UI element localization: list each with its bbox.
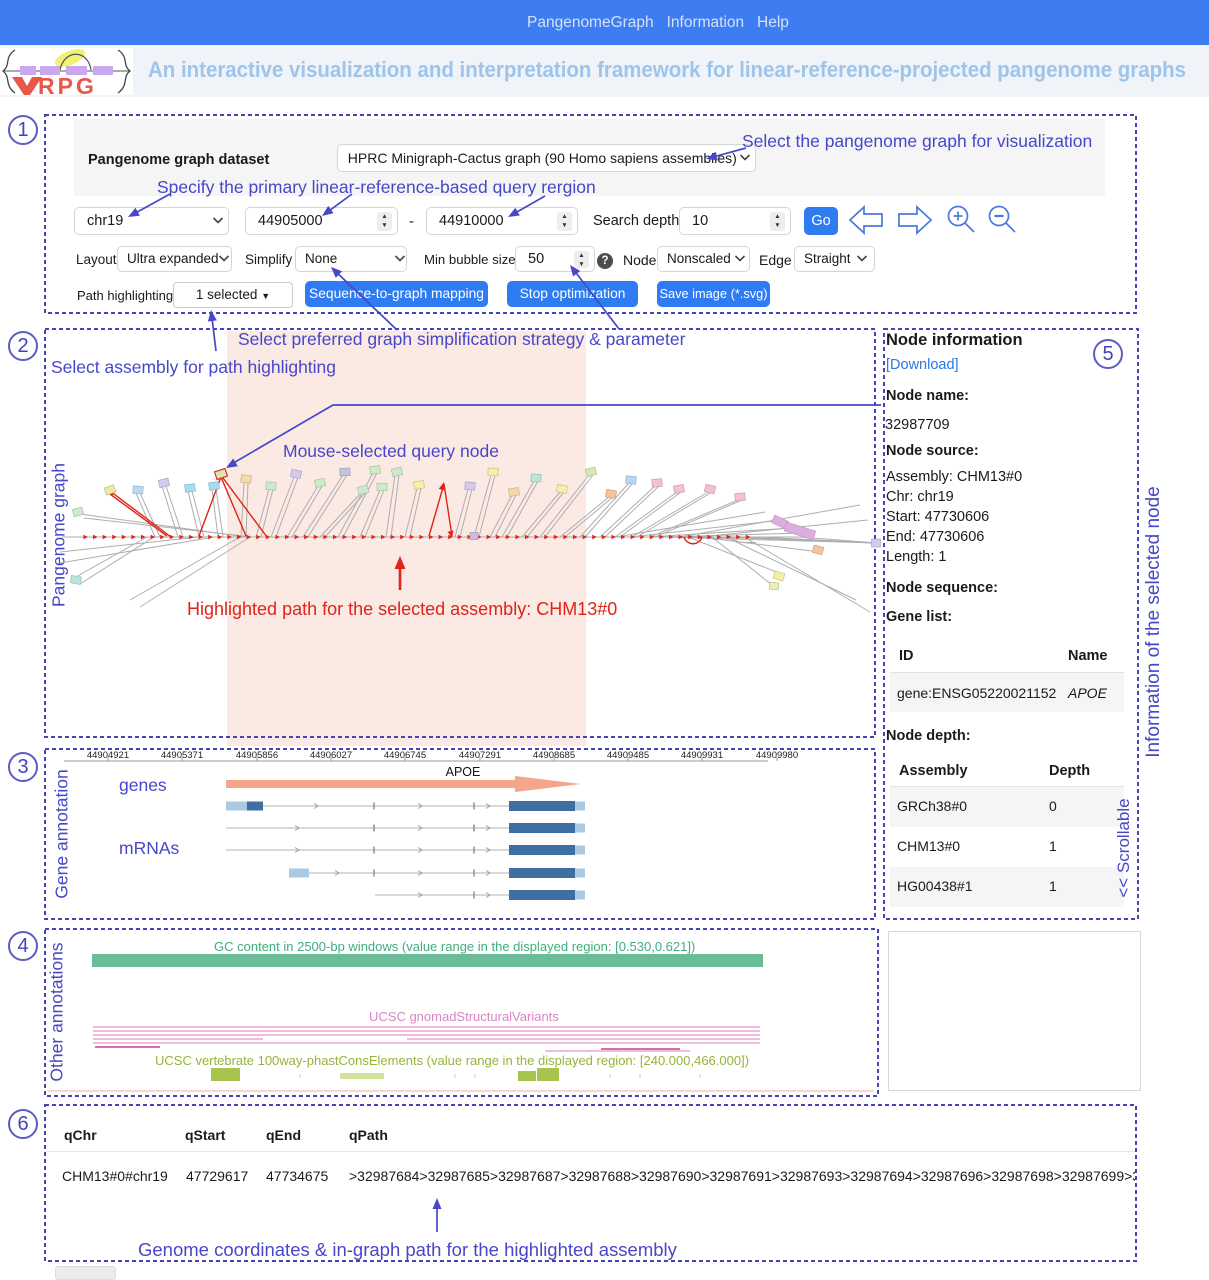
- svg-text:44909980: 44909980: [756, 750, 798, 761]
- svg-text:44907291: 44907291: [459, 750, 501, 761]
- svg-text:44905371: 44905371: [161, 750, 203, 761]
- svg-text:44906745: 44906745: [384, 750, 426, 761]
- svg-text:RPG: RPG: [38, 73, 97, 95]
- svg-text:44909931: 44909931: [681, 750, 723, 761]
- svg-text:44908685: 44908685: [533, 750, 575, 761]
- svg-text:44904921: 44904921: [87, 750, 129, 761]
- svg-text:44905856: 44905856: [236, 750, 278, 761]
- svg-text:44909485: 44909485: [607, 750, 649, 761]
- svg-text:44906027: 44906027: [310, 750, 352, 761]
- svg-text:APOE: APOE: [446, 765, 481, 779]
